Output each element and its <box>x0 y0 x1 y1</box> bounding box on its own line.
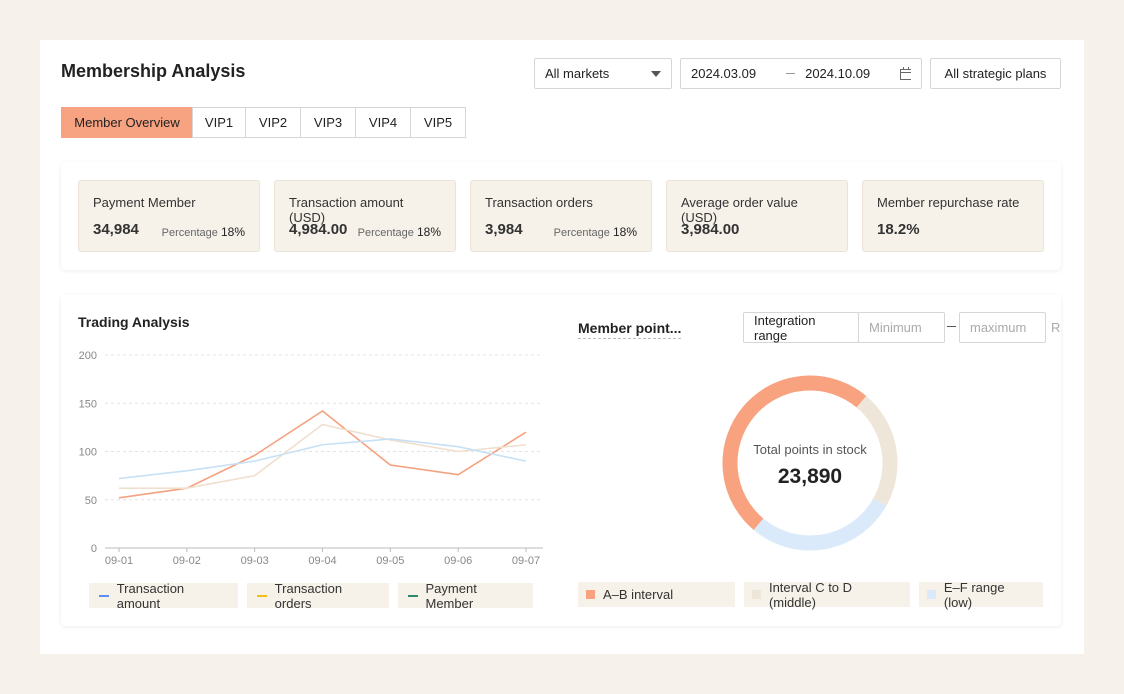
legend-label: E–F range (low) <box>943 579 1005 610</box>
legend-label: Transaction orders <box>274 580 343 611</box>
kpi-label: Payment Member <box>93 195 196 210</box>
kpi-value: 3,984.00 <box>681 221 740 238</box>
date-separator <box>786 73 796 74</box>
x-tick-label: 09-07 <box>512 555 540 567</box>
kpi-value: 4,984.00 <box>289 221 348 238</box>
kpi-label: Member repurchase rate <box>877 195 1020 210</box>
series-line <box>119 423 527 489</box>
donut-chart: Total points in stock 23,890 <box>722 375 898 551</box>
x-tick-label: 09-05 <box>376 555 404 567</box>
x-tick-label: 09-01 <box>105 555 133 567</box>
y-tick-label: 50 <box>85 495 97 507</box>
donut-segment <box>753 498 887 551</box>
kpi-percentage: Percentage 18% <box>358 225 441 239</box>
line-chart: 0 50 100 150 200 09-01 09-02 09-03 09-04 09-05 09-… <box>79 350 543 567</box>
chart-title: Trading Analysis <box>78 314 190 330</box>
kpi-card: Average order value (USD) 3,984.00 <box>666 180 848 252</box>
x-tick-label: 09-06 <box>444 555 472 567</box>
legend-marker <box>99 594 109 597</box>
kpi-label: Average order value (USD) <box>681 195 798 225</box>
caret <box>651 70 661 77</box>
date-end: 2024.10.09 <box>805 66 871 81</box>
legend-marker <box>257 594 267 597</box>
legend-item: A–B interval <box>578 582 735 607</box>
kpi-value: 18.2% <box>877 221 920 238</box>
kpi-percentage: Percentage 18% <box>554 225 637 239</box>
market-select[interactable]: All markets <box>534 58 672 89</box>
kpi-label: Transaction orders <box>485 195 593 210</box>
x-tick-label: 09-02 <box>173 555 201 567</box>
legend-label: Interval C to D (middle) <box>768 579 853 610</box>
legend-marker <box>408 594 418 597</box>
tab[interactable]: Member Overview <box>61 107 193 138</box>
tab[interactable]: VIP2 <box>245 107 301 138</box>
legend-item: E–F range (low) <box>919 579 1043 610</box>
date-range[interactable]: 2024.03.09 2024.10.09 <box>680 58 922 89</box>
kpi-card: Payment Member 34,984 Percentage 18% <box>78 180 260 252</box>
legend-item: Transaction orders <box>247 580 389 611</box>
kpi-value: 3,984 <box>485 221 523 238</box>
y-tick-label: 150 <box>79 398 97 410</box>
percentage-label: Percentage <box>357 227 414 239</box>
calendar-icon <box>900 67 911 80</box>
max-input[interactable]: maximum <box>959 312 1046 343</box>
tab[interactable]: VIP4 <box>355 107 411 138</box>
x-tick-label: 09-04 <box>308 555 336 567</box>
tab[interactable]: VIP1 <box>192 107 246 138</box>
legend-label: A–B interval <box>603 587 674 602</box>
kpi-card: Transaction orders 3,984 Percentage 18% <box>470 180 652 252</box>
kpi-card: Transaction amount (USD) 4,984.00 Percenta… <box>274 180 456 252</box>
legend-item: Interval C to D (middle) <box>744 579 910 610</box>
kpi-value: 34,984 <box>93 221 139 238</box>
y-tick-label: 100 <box>79 447 97 459</box>
min-input[interactable]: Minimum <box>858 312 945 343</box>
donut-segment <box>856 395 898 506</box>
legend-marker <box>586 590 595 599</box>
legend-item: Payment Member <box>398 580 533 611</box>
percentage-value: 18% <box>220 225 245 239</box>
range-label: Integration range <box>743 312 859 343</box>
date-start: 2024.03.09 <box>691 66 757 81</box>
y-tick-label: 0 <box>91 543 97 555</box>
kpi-label: Transaction amount (USD) <box>289 195 404 225</box>
reset-button[interactable]: R <box>1051 320 1060 335</box>
legend-label: Payment Member <box>425 580 477 611</box>
legend-item: Transaction amount <box>89 580 238 611</box>
tab[interactable]: VIP3 <box>300 107 356 138</box>
plans-button[interactable]: All strategic plans <box>930 58 1061 89</box>
page-title: Membership Analysis <box>61 61 246 81</box>
kpi-percentage: Percentage 18% <box>162 225 245 239</box>
donut-segment <box>722 375 867 531</box>
x-tick-label: 09-03 <box>241 555 269 567</box>
percentage-value: 18% <box>612 225 637 239</box>
percentage-label: Percentage <box>553 227 610 239</box>
percentage-value: 18% <box>416 225 441 239</box>
chart-title: Member point... <box>578 320 682 339</box>
tab[interactable]: VIP5 <box>410 107 466 138</box>
y-tick-label: 200 <box>79 350 97 362</box>
kpi-card: Member repurchase rate 18.2% <box>862 180 1044 252</box>
center-label: Total points in stock <box>753 442 867 457</box>
legend-label: Transaction amount <box>116 580 185 611</box>
series-line <box>118 438 527 480</box>
legend-marker <box>752 590 761 599</box>
select-text: All markets <box>545 66 610 81</box>
range-separator <box>947 326 956 327</box>
percentage-label: Percentage <box>161 227 218 239</box>
legend-marker <box>927 590 936 599</box>
center-value: 23,890 <box>778 465 842 488</box>
